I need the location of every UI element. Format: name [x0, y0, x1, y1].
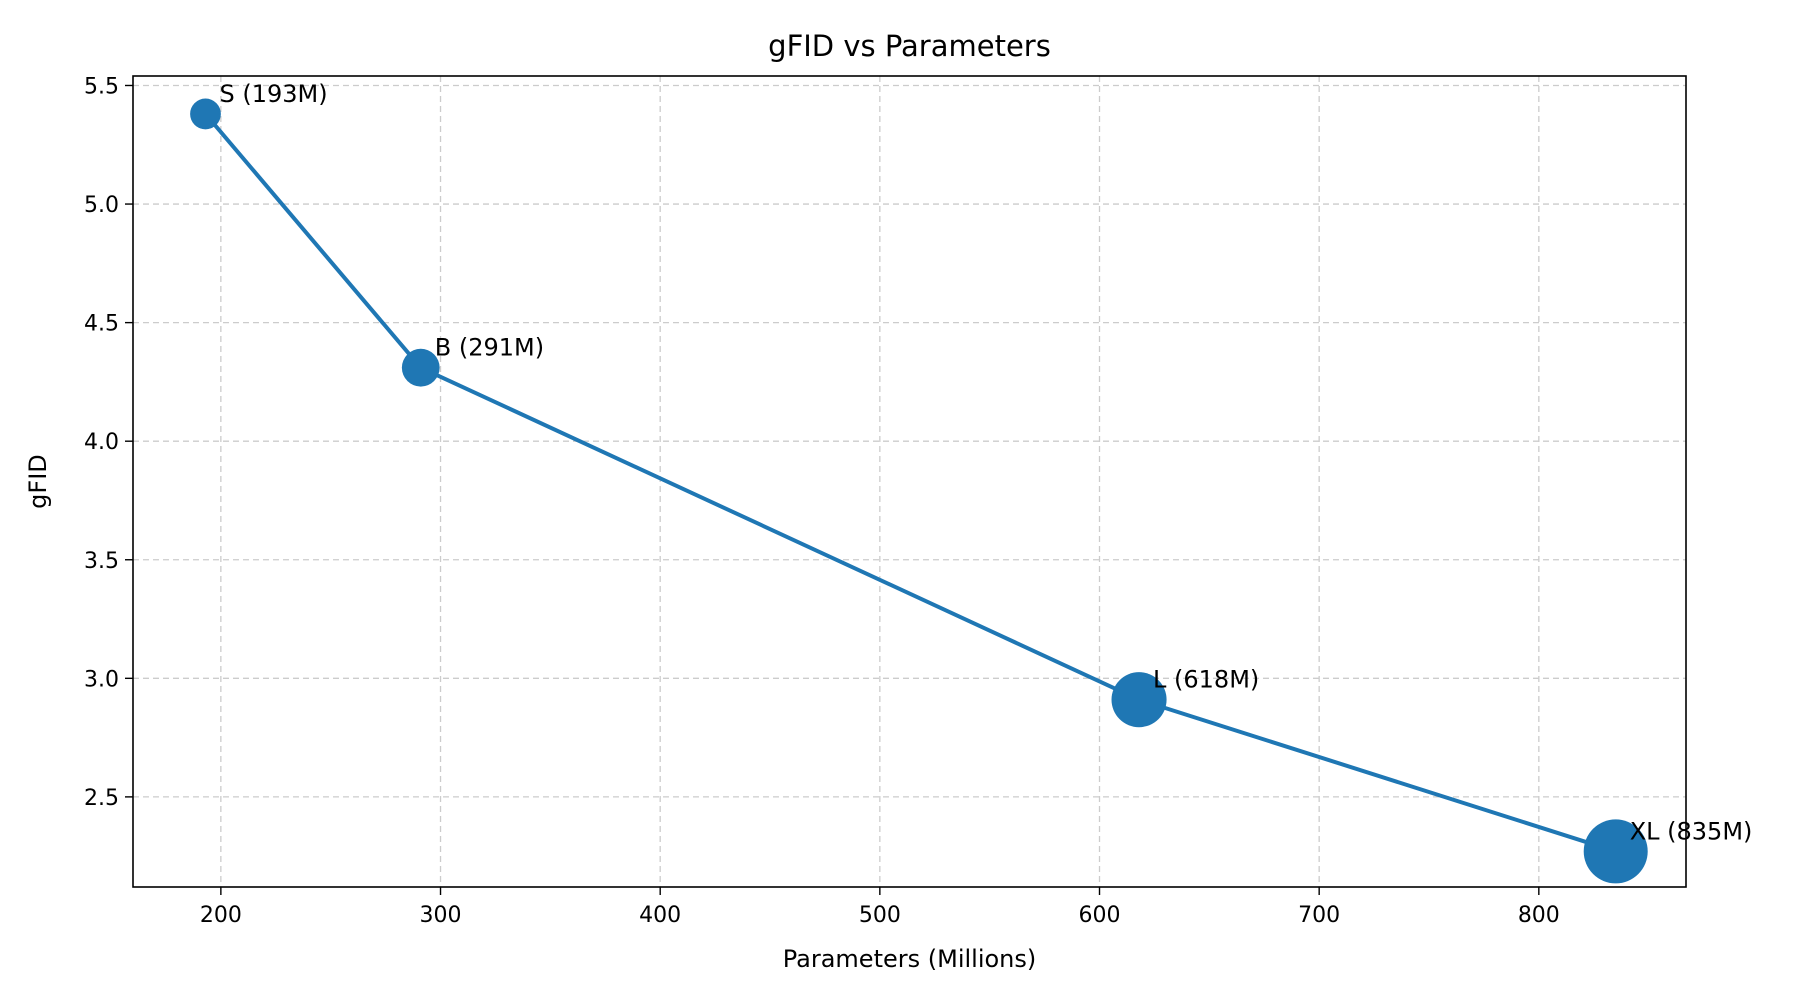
axes-layer: 200 300 400 500 600 700 800 2.5 3.0 3.5 4.0 4.5 5.0 5… [84, 74, 1687, 928]
series-layer: S (193M) B (291M) L (618M) XL (835M) [190, 80, 1753, 884]
x-tick-label: 600 [1079, 903, 1121, 928]
x-tick-label: 200 [200, 903, 242, 928]
data-point [190, 98, 221, 130]
series-line [203, 112, 1617, 854]
x-tick-label: 400 [639, 903, 681, 928]
data-point [401, 348, 440, 387]
y-tick-label: 4.5 [84, 312, 119, 337]
data-point [1583, 819, 1648, 884]
data-point-label: L (618M) [1153, 666, 1259, 694]
x-tick-label: 700 [1298, 903, 1340, 928]
data-point-label: S (193M) [219, 80, 327, 108]
x-tick-label: 500 [859, 903, 901, 928]
chart-title: gFID vs Parameters [768, 29, 1051, 63]
y-tick-label: 4.0 [84, 430, 119, 455]
data-point-label: XL (835M) [1630, 817, 1753, 845]
y-tick-label: 2.5 [84, 786, 119, 811]
x-tick-label: 300 [420, 903, 462, 928]
x-tick-label: 800 [1518, 903, 1560, 928]
y-tick-label: 5.5 [84, 74, 119, 99]
y-axis-label: gFID [24, 454, 52, 509]
y-tick-label: 3.0 [84, 667, 119, 692]
x-axis-label: Parameters (Millions) [783, 945, 1037, 973]
y-tick-label: 5.0 [84, 193, 119, 218]
y-tick-label: 3.5 [84, 549, 119, 574]
data-point-label: B (291M) [435, 334, 544, 362]
grid-layer [133, 76, 1686, 887]
plot-frame [132, 75, 1687, 888]
data-point [1111, 672, 1167, 728]
